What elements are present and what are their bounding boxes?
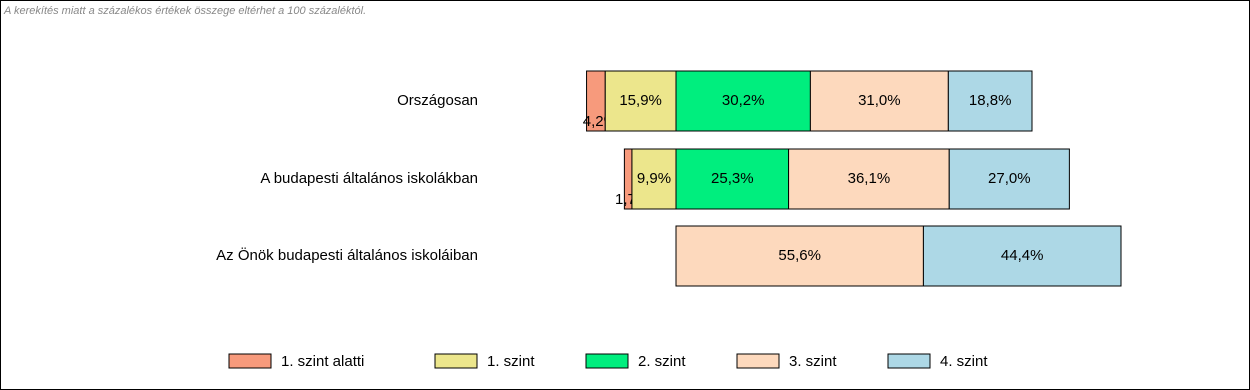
value-label: 25,3% [711, 170, 754, 187]
bar-segment [631, 148, 677, 210]
value-label: 27,0% [988, 170, 1031, 187]
category-label: Országosan [397, 92, 478, 109]
value-label: 18,8% [969, 92, 1012, 109]
value-label: 31,0% [858, 92, 901, 109]
bar-segment [788, 148, 950, 210]
bar-segment [922, 225, 1122, 287]
bar-segment [947, 70, 1033, 132]
value-label: 55,6% [778, 247, 821, 264]
legend-swatch [434, 353, 478, 369]
legend-label: 3. szint [789, 353, 837, 370]
value-label: 15,9% [619, 92, 662, 109]
value-label: 30,2% [722, 92, 765, 109]
bar-segment [675, 148, 790, 210]
value-label: 36,1% [848, 170, 891, 187]
category-label: Az Önök budapesti általános iskoláiban [216, 246, 478, 264]
legend-swatch [585, 353, 629, 369]
bar-segment [675, 70, 811, 132]
value-label: 44,4% [1001, 247, 1044, 264]
bar-segment [948, 148, 1070, 210]
note: A kerekítés miatt a százalékos értékek ö… [3, 5, 366, 17]
legend-label: 1. szint [487, 353, 535, 370]
legend-swatch [736, 353, 780, 369]
legend-label: 2. szint [638, 353, 686, 370]
legend-label: 1. szint alatti [281, 353, 364, 370]
value-label: 9,9% [637, 170, 671, 187]
bar-segment [809, 70, 949, 132]
legend-swatch [887, 353, 931, 369]
legend-swatch [228, 353, 272, 369]
legend-label: 4. szint [940, 353, 988, 370]
category-label: A budapesti általános iskolákban [260, 170, 478, 187]
